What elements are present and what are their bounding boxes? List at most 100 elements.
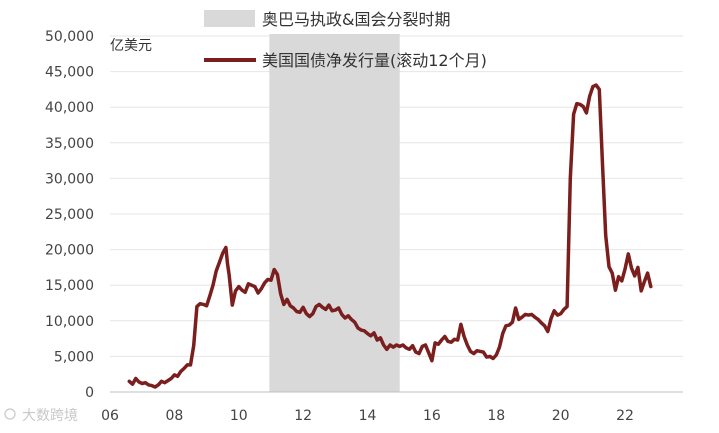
data-point [237,285,240,288]
data-point [569,177,572,180]
y-tick-label: 35,000 [45,136,94,152]
x-tick-label: 12 [294,408,312,424]
x-tick-label: 14 [359,408,377,424]
data-point [208,294,211,298]
data-point [588,95,591,98]
x-tick-label: 08 [165,408,183,424]
data-point [276,273,279,276]
data-point [556,313,559,317]
data-point [633,274,636,278]
data-point [617,275,620,278]
data-point [240,289,244,292]
data-point [495,353,498,357]
watermark-text: 大数跨境 [22,408,78,424]
data-point [401,343,405,347]
data-point [475,349,479,352]
y-tick-label: 5,000 [54,349,94,365]
data-point [170,377,173,380]
data-point [646,271,649,275]
data-point [224,246,228,249]
data-point [527,313,530,317]
data-point [205,304,208,307]
data-point [453,338,456,341]
data-point [285,298,289,301]
data-point [327,303,331,307]
data-point [353,321,356,324]
data-point [543,324,546,327]
data-point [598,88,601,91]
data-point [144,381,147,384]
data-point [450,341,453,344]
data-point [405,346,408,350]
data-point [186,363,189,367]
legend: 奥巴马执政&国会分裂时期 美国国债净发行量(滚动12个月) [204,10,487,70]
data-point [594,83,598,87]
data-point [292,306,295,310]
data-point [321,306,324,309]
data-point [398,345,401,348]
data-point [546,330,549,333]
data-point [517,318,520,321]
data-point [611,271,614,275]
data-point [636,266,640,269]
data-point [150,384,153,387]
data-point [173,373,176,377]
data-point [649,285,652,288]
y-tick-label: 15,000 [45,278,94,294]
x-tick-label: 10 [230,408,248,424]
data-point [266,278,269,281]
data-point [305,312,308,315]
data-point [643,280,646,283]
data-point [414,350,417,354]
data-point [226,262,229,265]
data-point [256,291,260,295]
data-point [337,306,340,310]
data-point [295,310,298,313]
data-point [524,313,527,316]
data-point [369,334,372,337]
y-tick-label: 25,000 [45,207,94,223]
data-point [289,304,292,307]
data-point [582,105,585,108]
data-point [157,383,160,387]
data-point [372,331,376,335]
data-point [334,308,337,312]
data-point [446,340,450,343]
legend-swatch-shaded-period [204,10,255,27]
data-point [385,348,388,351]
data-point [263,281,266,285]
data-point [192,344,195,347]
data-point [301,306,305,309]
data-point [417,352,421,355]
data-point [540,321,543,325]
data-point [488,355,492,358]
data-point [459,323,463,326]
data-point [437,343,440,346]
data-point [443,335,446,338]
data-point [630,266,633,270]
y-tick-label: 50,000 [45,29,94,45]
data-point [137,380,141,384]
data-point [318,303,321,306]
data-point [578,103,582,106]
data-point [314,305,318,308]
data-point [421,345,424,348]
data-point [134,377,137,380]
data-point [456,338,459,342]
data-point [433,341,437,345]
data-point [382,343,385,347]
y-axis: 0 5,000 10,000 15,000 20,000 25,000 30,000 35,0… [45,29,94,401]
shaded-period-band [269,34,400,392]
x-axis: 06 08 10 12 14 16 18 20 22 [101,408,634,424]
data-point [472,352,475,355]
x-tick-label: 22 [616,408,634,424]
data-point [424,343,427,347]
data-point [356,326,360,330]
data-point [411,344,414,347]
data-point [392,345,395,349]
data-point [231,303,234,307]
data-point [562,308,566,311]
data-point [591,85,595,88]
data-point [514,306,517,310]
